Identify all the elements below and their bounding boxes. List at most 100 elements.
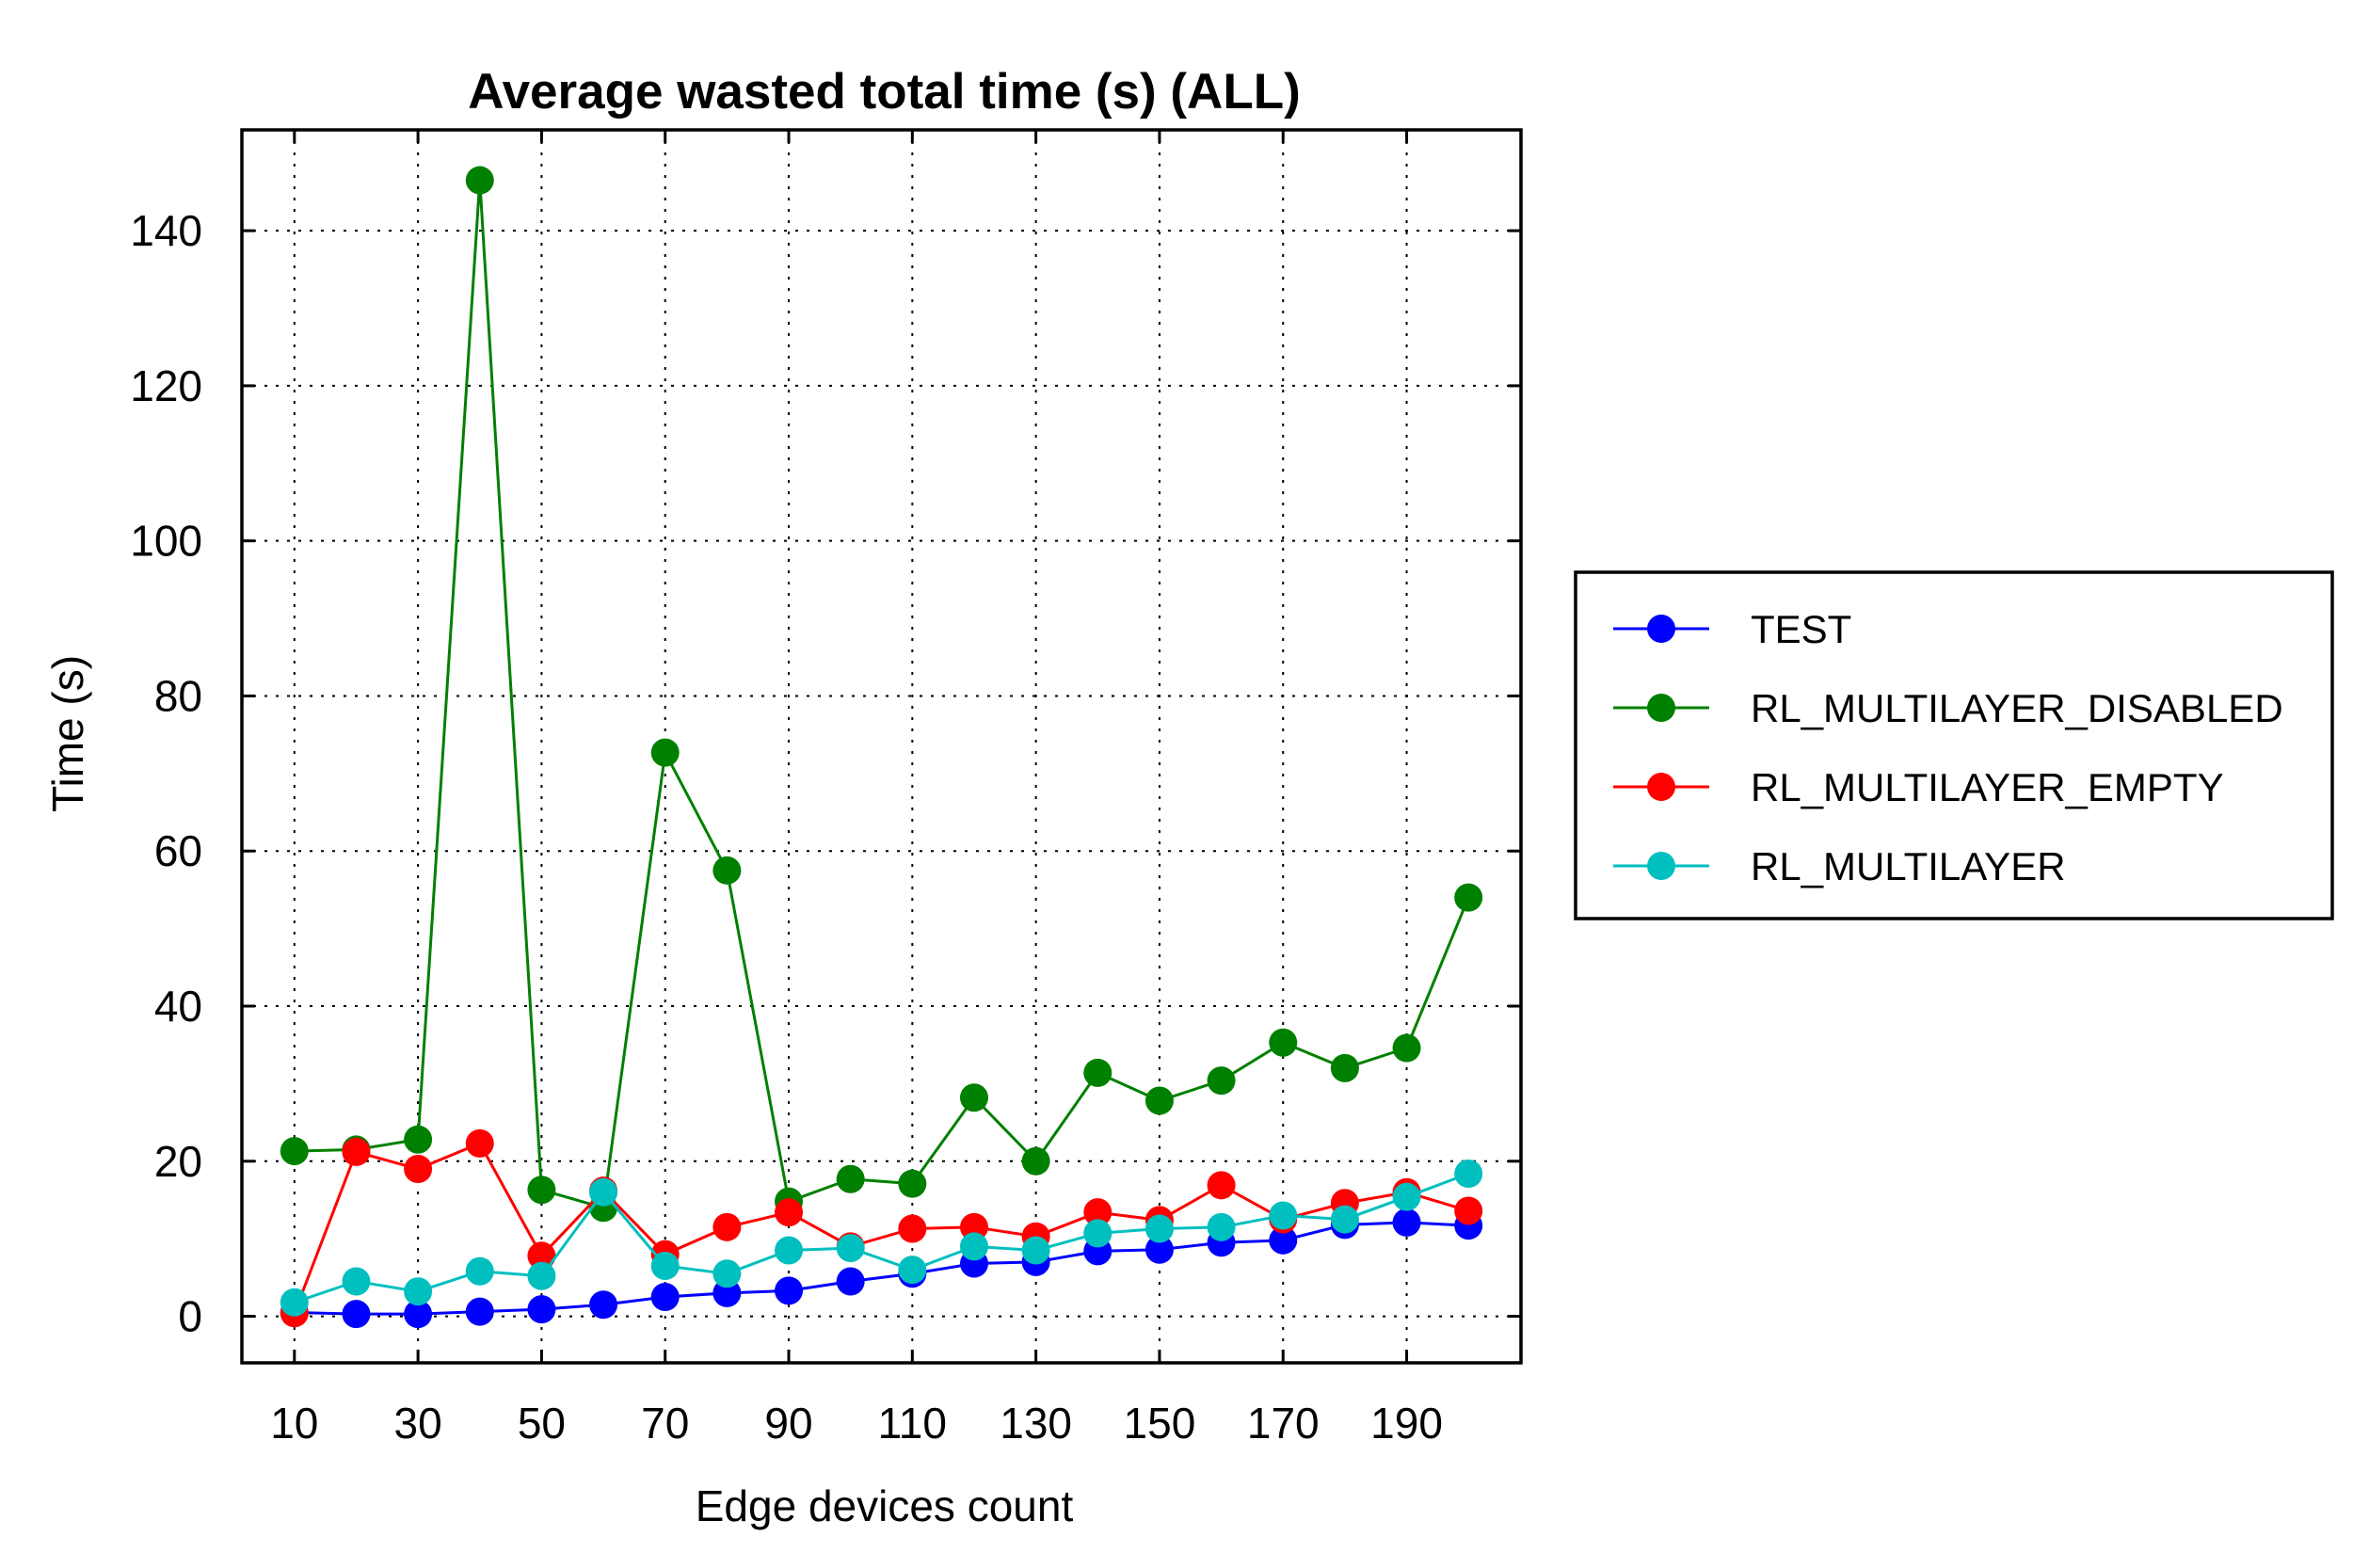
data-point	[1454, 883, 1483, 912]
data-point	[465, 1128, 494, 1158]
data-point	[1454, 1196, 1483, 1225]
data-point	[1083, 1058, 1112, 1087]
data-point	[898, 1169, 927, 1198]
legend-marker	[1647, 615, 1675, 643]
data-point	[1392, 1208, 1421, 1237]
series-rl-multilayer-disabled	[280, 166, 1483, 1223]
data-point	[280, 1137, 309, 1166]
data-point	[712, 1212, 742, 1241]
data-point	[1144, 1214, 1174, 1243]
data-point	[404, 1277, 433, 1306]
data-point	[650, 1252, 680, 1281]
data-point	[1269, 1028, 1298, 1057]
data-point	[898, 1214, 927, 1243]
legend-label: TEST	[1751, 607, 1851, 651]
data-point	[1330, 1205, 1359, 1234]
x-tick-label: 30	[394, 1399, 442, 1448]
data-point	[1021, 1236, 1050, 1265]
y-tick-label: 20	[154, 1137, 202, 1186]
data-point	[527, 1176, 556, 1205]
data-point	[1392, 1033, 1421, 1063]
data-point	[280, 1288, 309, 1317]
legend-label: RL_MULTILAYER_DISABLED	[1751, 686, 2283, 730]
data-point	[836, 1267, 865, 1296]
data-point	[465, 1256, 494, 1286]
data-point	[404, 1155, 433, 1184]
data-point	[589, 1177, 618, 1207]
chart-legend: TEST RL_MULTILAYER_DISABLED RL_MULTILAYER_…	[1574, 570, 2334, 920]
data-point	[1207, 1066, 1236, 1096]
data-point	[959, 1232, 988, 1261]
y-tick-label: 40	[154, 982, 202, 1031]
data-point	[712, 1278, 742, 1307]
legend-marker	[1647, 852, 1675, 880]
data-point	[1144, 1086, 1174, 1115]
y-tick-label: 60	[154, 826, 202, 875]
data-point	[650, 738, 680, 767]
data-point	[342, 1137, 371, 1166]
legend-item: RL_MULTILAYER_EMPTY	[1613, 765, 2224, 809]
y-tick-label: 80	[154, 671, 202, 720]
x-tick-label: 70	[641, 1399, 689, 1448]
data-series	[280, 166, 1483, 1329]
data-point	[465, 1297, 494, 1326]
y-tick-label: 140	[130, 206, 202, 255]
x-tick-label: 130	[1000, 1399, 1072, 1448]
y-tick-label: 0	[178, 1292, 202, 1341]
data-point	[1021, 1146, 1050, 1176]
x-tick-label: 170	[1247, 1399, 1320, 1448]
plot-area-frame	[240, 128, 1523, 1365]
data-point	[1207, 1171, 1236, 1200]
y-tick-label: 120	[130, 361, 202, 410]
data-point	[465, 166, 494, 195]
x-tick-label: 190	[1370, 1399, 1443, 1448]
data-point	[1269, 1225, 1298, 1255]
chart-title: Average wasted total time (s) (ALL)	[468, 64, 1300, 120]
x-axis-label: Edge devices count	[696, 1481, 1074, 1530]
legend-label: RL_MULTILAYER_EMPTY	[1751, 765, 2224, 809]
data-point	[1269, 1201, 1298, 1230]
data-point	[527, 1261, 556, 1290]
legend-item: RL_MULTILAYER_DISABLED	[1613, 686, 2283, 730]
axis-ticks	[242, 130, 1521, 1363]
data-point	[959, 1212, 988, 1241]
data-point	[1083, 1219, 1112, 1248]
data-point	[404, 1300, 433, 1329]
data-point	[342, 1300, 371, 1329]
x-tick-label: 150	[1124, 1399, 1196, 1448]
x-tick-label: 50	[518, 1399, 566, 1448]
data-point	[898, 1256, 927, 1285]
data-point	[404, 1125, 433, 1154]
data-point	[775, 1198, 804, 1227]
data-point	[1083, 1198, 1112, 1227]
data-point	[527, 1241, 556, 1271]
data-point	[1392, 1182, 1421, 1211]
data-point	[775, 1276, 804, 1305]
data-point	[1454, 1159, 1483, 1188]
x-tick-label: 90	[764, 1399, 812, 1448]
legend-item: RL_MULTILAYER	[1613, 844, 2066, 888]
legend-marker	[1647, 694, 1675, 722]
y-axis-label: Time (s)	[43, 655, 92, 812]
data-point	[712, 1259, 742, 1288]
legend-marker	[1647, 773, 1675, 801]
x-tick-label: 110	[878, 1399, 947, 1448]
data-point	[589, 1290, 618, 1320]
data-point	[712, 856, 742, 885]
data-point	[527, 1295, 556, 1324]
x-tick-label: 10	[270, 1399, 318, 1448]
y-tick-label: 100	[130, 517, 202, 566]
legend-item: TEST	[1613, 607, 1851, 651]
data-point	[1144, 1235, 1174, 1264]
grid-lines	[242, 130, 1521, 1363]
data-point	[1207, 1212, 1236, 1241]
data-point	[836, 1234, 865, 1263]
data-point	[836, 1164, 865, 1193]
data-point	[342, 1267, 371, 1296]
series-rl-multilayer	[280, 1159, 1483, 1317]
data-point	[775, 1236, 804, 1265]
legend-label: RL_MULTILAYER	[1751, 844, 2066, 888]
data-point	[1330, 1053, 1359, 1082]
data-point	[959, 1083, 988, 1112]
